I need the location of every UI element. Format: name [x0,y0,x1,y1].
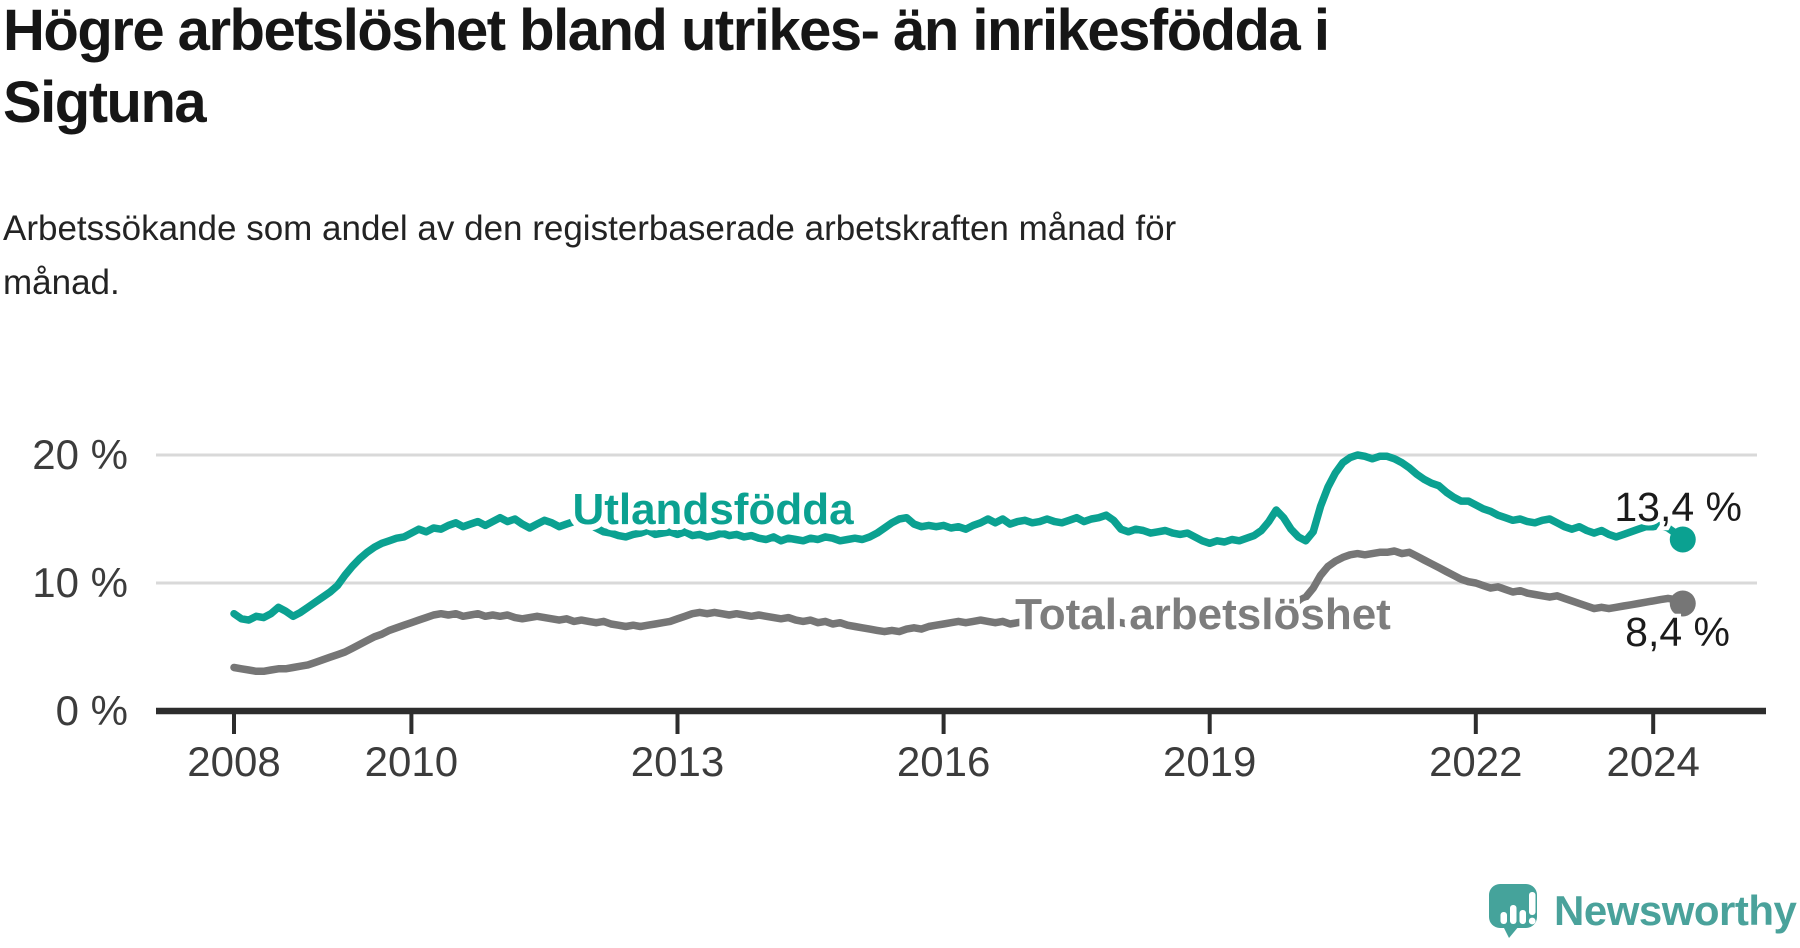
series-end-dot-1 [1669,590,1696,617]
newsworthy-logo: Newsworthy [1489,884,1797,938]
series-label-0: Utlandsfödda [572,485,854,534]
x-tick-label-2016: 2016 [897,738,990,785]
series-line-0 [230,451,1687,624]
bar-chart-speech-bubble-icon [1489,884,1537,938]
series-label-1: Total arbetslöshet [1015,590,1391,639]
x-tick-label-2022: 2022 [1429,738,1522,785]
x-tick-label-2019: 2019 [1163,738,1256,785]
chart-subtitle: Arbetssökande som andel av den registerb… [3,209,1177,302]
x-tick-label-2013: 2013 [631,738,724,785]
x-tick-label-2024: 2024 [1606,738,1699,785]
series-end-value-0: 13,4 % [1614,484,1742,530]
y-tick-label-20: 20 % [32,431,128,478]
newsworthy-logo-text: Newsworthy [1554,887,1797,934]
series-end-dot-0 [1669,526,1696,553]
y-tick-label-10: 10 % [32,559,128,606]
series-end-value-1: 8,4 % [1625,609,1730,655]
y-tick-label-0: 0 % [56,687,128,734]
x-tick-label-2010: 2010 [365,738,458,785]
page-title: Högre arbetslöshet bland utrikes- än inr… [3,0,1330,135]
x-tick-label-2008: 2008 [187,738,280,785]
series-line-1 [230,547,1687,676]
